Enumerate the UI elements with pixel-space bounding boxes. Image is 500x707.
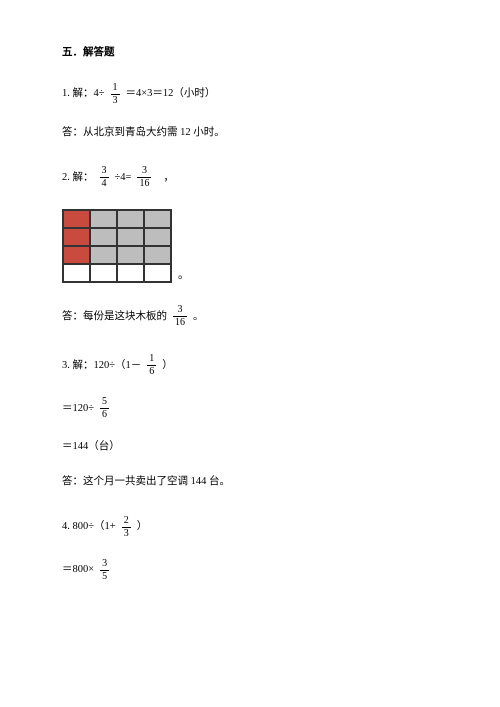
frac-den: 16 bbox=[173, 316, 187, 328]
q2-answer-pre: 答：每份是这块木板的 bbox=[62, 310, 167, 325]
q2-comma: ， bbox=[163, 171, 174, 186]
grid-cell bbox=[63, 210, 90, 228]
grid-cell bbox=[144, 210, 171, 228]
grid-cell bbox=[63, 228, 90, 246]
grid-cell bbox=[90, 264, 117, 282]
frac-num: 3 bbox=[100, 559, 109, 570]
q3-l1-pre: 3. 解：120÷（1－ bbox=[62, 359, 141, 374]
frac-den: 3 bbox=[111, 94, 120, 106]
frac-num: 1 bbox=[111, 83, 120, 94]
frac-num: 3 bbox=[176, 305, 185, 316]
frac-num: 3 bbox=[100, 166, 109, 177]
grid-cell bbox=[144, 264, 171, 282]
q2-frac1: 3 4 bbox=[100, 166, 109, 189]
q3-line1: 3. 解：120÷（1－ 1 6 ） bbox=[62, 354, 438, 377]
frac-den: 4 bbox=[100, 177, 109, 189]
q4-l1-frac: 2 3 bbox=[122, 516, 131, 539]
q3-l1-post: ） bbox=[162, 359, 173, 374]
q2-period: 。 bbox=[178, 268, 189, 283]
grid-cell bbox=[63, 264, 90, 282]
q2-line1: 2. 解： 3 4 ÷4= 3 16 ， bbox=[62, 166, 438, 189]
q3-l2-pre: ＝120÷ bbox=[62, 402, 94, 417]
grid-cell bbox=[117, 264, 144, 282]
q1-frac: 1 3 bbox=[111, 83, 120, 106]
q2-answer: 答：每份是这块木板的 3 16 。 bbox=[62, 305, 438, 328]
q1-answer: 答：从北京到青岛大约需 12 小时。 bbox=[62, 126, 438, 141]
q4-line2: ＝800× 3 5 bbox=[62, 559, 438, 582]
q3-line2: ＝120÷ 5 6 bbox=[62, 397, 438, 420]
grid-cell bbox=[117, 246, 144, 264]
grid-cell bbox=[90, 246, 117, 264]
q2-answer-post: 。 bbox=[193, 310, 204, 325]
q3-l2-frac: 5 6 bbox=[100, 397, 109, 420]
q1-prefix: 1. 解：4÷ bbox=[62, 87, 105, 102]
frac-den: 6 bbox=[100, 408, 109, 420]
q2-grid-wrap: 。 bbox=[62, 209, 438, 283]
frac-den: 16 bbox=[137, 177, 151, 189]
grid-cell bbox=[117, 228, 144, 246]
grid-cell bbox=[90, 228, 117, 246]
frac-num: 3 bbox=[140, 166, 149, 177]
q4-l1-post: ） bbox=[137, 520, 148, 535]
frac-num: 2 bbox=[122, 516, 131, 527]
frac-den: 3 bbox=[122, 527, 131, 539]
q2-mid: ÷4= bbox=[115, 171, 132, 186]
q4-l2-frac: 3 5 bbox=[100, 559, 109, 582]
q4-line1: 4. 800÷（1+ 2 3 ） bbox=[62, 516, 438, 539]
q2-frac2: 3 16 bbox=[137, 166, 151, 189]
frac-num: 5 bbox=[100, 397, 109, 408]
q2-prefix: 2. 解： bbox=[62, 171, 94, 186]
section-title: 五．解答题 bbox=[62, 46, 438, 61]
frac-den: 5 bbox=[100, 570, 109, 582]
grid-cell bbox=[144, 246, 171, 264]
grid-cell bbox=[144, 228, 171, 246]
frac-den: 6 bbox=[147, 365, 156, 377]
q3-answer: 答：这个月一共卖出了空调 144 台。 bbox=[62, 475, 438, 490]
q1-suffix: ＝4×3＝12（小时） bbox=[126, 87, 216, 102]
grid-cell bbox=[117, 210, 144, 228]
q3-line3: ＝144（台） bbox=[62, 440, 438, 455]
q1-line1: 1. 解：4÷ 1 3 ＝4×3＝12（小时） bbox=[62, 83, 438, 106]
frac-num: 1 bbox=[147, 354, 156, 365]
grid-cell bbox=[63, 246, 90, 264]
q2-answer-frac: 3 16 bbox=[173, 305, 187, 328]
q4-l1-pre: 4. 800÷（1+ bbox=[62, 520, 116, 535]
grid-cell bbox=[90, 210, 117, 228]
q2-grid bbox=[62, 209, 172, 283]
q3-l1-frac: 1 6 bbox=[147, 354, 156, 377]
q4-l2-pre: ＝800× bbox=[62, 563, 94, 578]
